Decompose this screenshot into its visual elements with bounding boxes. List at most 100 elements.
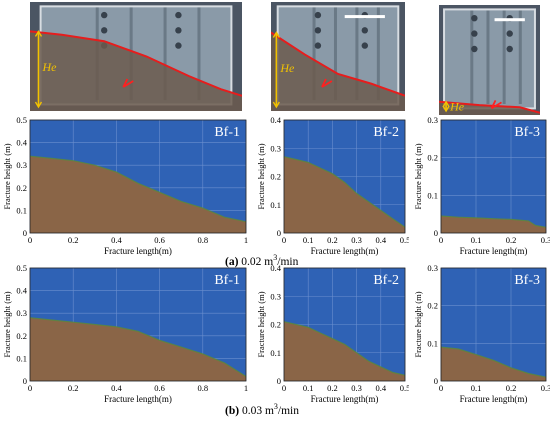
- y-tick-label: 0.4: [270, 116, 281, 125]
- frame-bar: [518, 10, 522, 104]
- proppant-boundary-line: [439, 100, 540, 114]
- y-axis-label: Fracture height (m): [413, 143, 423, 209]
- bolt-dot: [506, 30, 513, 37]
- proppant-bed: [30, 31, 242, 111]
- he-label: He: [279, 61, 295, 75]
- experiment-photo-2: He: [271, 2, 405, 111]
- chart-title: Bf-2: [373, 125, 399, 140]
- y-tick-label: 0.2: [270, 320, 281, 330]
- bolt-dot: [361, 27, 368, 34]
- interface-line: [283, 156, 406, 228]
- x-tick-label: 0.8: [197, 235, 208, 245]
- x-axis-label: Fracture length(m): [104, 394, 172, 404]
- proppant-area: [30, 317, 246, 381]
- y-axis-label: Fracture height (m): [256, 143, 266, 209]
- arrow-head-bottom: [272, 101, 280, 109]
- x-tick-label: 1: [244, 235, 248, 245]
- y-tick-label: 0.3: [16, 308, 27, 318]
- arrow-head-top: [34, 30, 43, 37]
- interface-line: [29, 155, 247, 223]
- y-tick-label: 0: [277, 376, 281, 386]
- experiment-photo-1: He: [30, 2, 242, 111]
- wellbore-arrow-icon: [321, 78, 333, 88]
- x-tick-label: 0: [282, 383, 286, 393]
- interface-line: [440, 346, 547, 378]
- chart-title: Bf-2: [373, 273, 399, 288]
- plot-frame: [29, 119, 247, 234]
- y-tick-label: 0.3: [427, 116, 438, 125]
- chart-a-bf3: 0 0.1 0.2 0.3 0 0.1 0.2 0.3 Fracture length(m) Fr…: [413, 116, 550, 256]
- x-tick-label: 0.3: [541, 235, 550, 245]
- arrow-head-top: [442, 100, 450, 108]
- he-label: He: [41, 60, 57, 74]
- proppant-boundary-line: [30, 30, 242, 97]
- y-tick-label: 0.3: [16, 160, 27, 170]
- y-tick-label: 0.4: [16, 286, 27, 296]
- x-tick-label: 0: [28, 383, 32, 393]
- y-tick-label: 0.1: [270, 348, 281, 358]
- x-tick-label: 0.4: [375, 235, 386, 245]
- x-tick-label: 0: [28, 235, 32, 245]
- y-tick-label: 0.5: [16, 116, 27, 125]
- x-tick-label: 0: [439, 383, 443, 393]
- plot-frame: [283, 267, 406, 382]
- bolt-dot: [506, 45, 513, 53]
- plot-frame: [440, 267, 547, 382]
- frame-bar: [355, 7, 359, 101]
- he-label: He: [449, 99, 465, 113]
- y-tick-label: 0: [277, 228, 281, 238]
- x-tick-label: 0.2: [68, 235, 79, 245]
- x-tick-label: 0.5: [400, 383, 409, 393]
- x-axis-label: Fracture length(m): [311, 246, 379, 256]
- proppant-bed: [439, 101, 540, 115]
- chart-title: Bf-3: [514, 273, 540, 288]
- y-tick-label: 0.3: [270, 143, 281, 153]
- proppant-area: [284, 156, 405, 233]
- wellbore-arrow-icon: [490, 99, 502, 110]
- bolt-dot: [101, 27, 108, 34]
- x-tick-label: 0.4: [375, 383, 386, 393]
- bolt-dot: [471, 45, 478, 53]
- y-axis-label: Fracture height (m): [256, 291, 266, 357]
- x-tick-label: 0.2: [506, 383, 517, 393]
- y-tick-label: 0.3: [270, 291, 281, 301]
- x-tick-label: 0.2: [327, 235, 338, 245]
- frame-bar: [163, 7, 167, 101]
- chart-title: Bf-1: [214, 125, 240, 140]
- bolt-dot: [175, 42, 182, 49]
- x-tick-label: 0.4: [111, 383, 122, 393]
- x-tick-label: 0.1: [471, 383, 482, 393]
- proppant-area: [441, 347, 546, 381]
- y-tick-label: 0.4: [270, 264, 281, 273]
- y-tick-label: 0.1: [427, 190, 438, 200]
- x-tick-label: 0.8: [197, 383, 208, 393]
- plot-frame: [283, 119, 406, 234]
- y-axis-label: Fracture height (m): [413, 291, 423, 357]
- bolt-dot: [314, 11, 322, 19]
- y-tick-label: 0.1: [427, 338, 438, 348]
- interface-line: [440, 215, 547, 228]
- frame-bar: [470, 10, 474, 104]
- x-tick-label: 0.1: [471, 235, 482, 245]
- y-axis-label: Fracture height (m): [2, 291, 12, 357]
- arrow-head-bottom: [442, 105, 450, 113]
- x-tick-label: 0.1: [303, 235, 314, 245]
- x-tick-label: 0.3: [541, 383, 550, 393]
- x-tick-label: 0.2: [68, 383, 79, 393]
- x-tick-label: 0.1: [303, 383, 314, 393]
- frame-bar: [376, 7, 380, 101]
- proppant-bed: [271, 32, 405, 111]
- x-tick-label: 0.3: [351, 383, 362, 393]
- caption-b: (b) 0.03 m3/min: [225, 402, 299, 417]
- y-tick-label: 0.2: [16, 183, 27, 193]
- plot-frame: [440, 119, 547, 234]
- interface-line: [29, 317, 247, 378]
- proppant-boundary-line: [271, 31, 405, 97]
- experiment-photo-3: He: [439, 5, 540, 115]
- chart-title: Bf-1: [214, 273, 240, 288]
- bolt-dot: [471, 15, 478, 22]
- y-tick-label: 0: [23, 228, 27, 238]
- y-tick-label: 0.1: [270, 200, 281, 210]
